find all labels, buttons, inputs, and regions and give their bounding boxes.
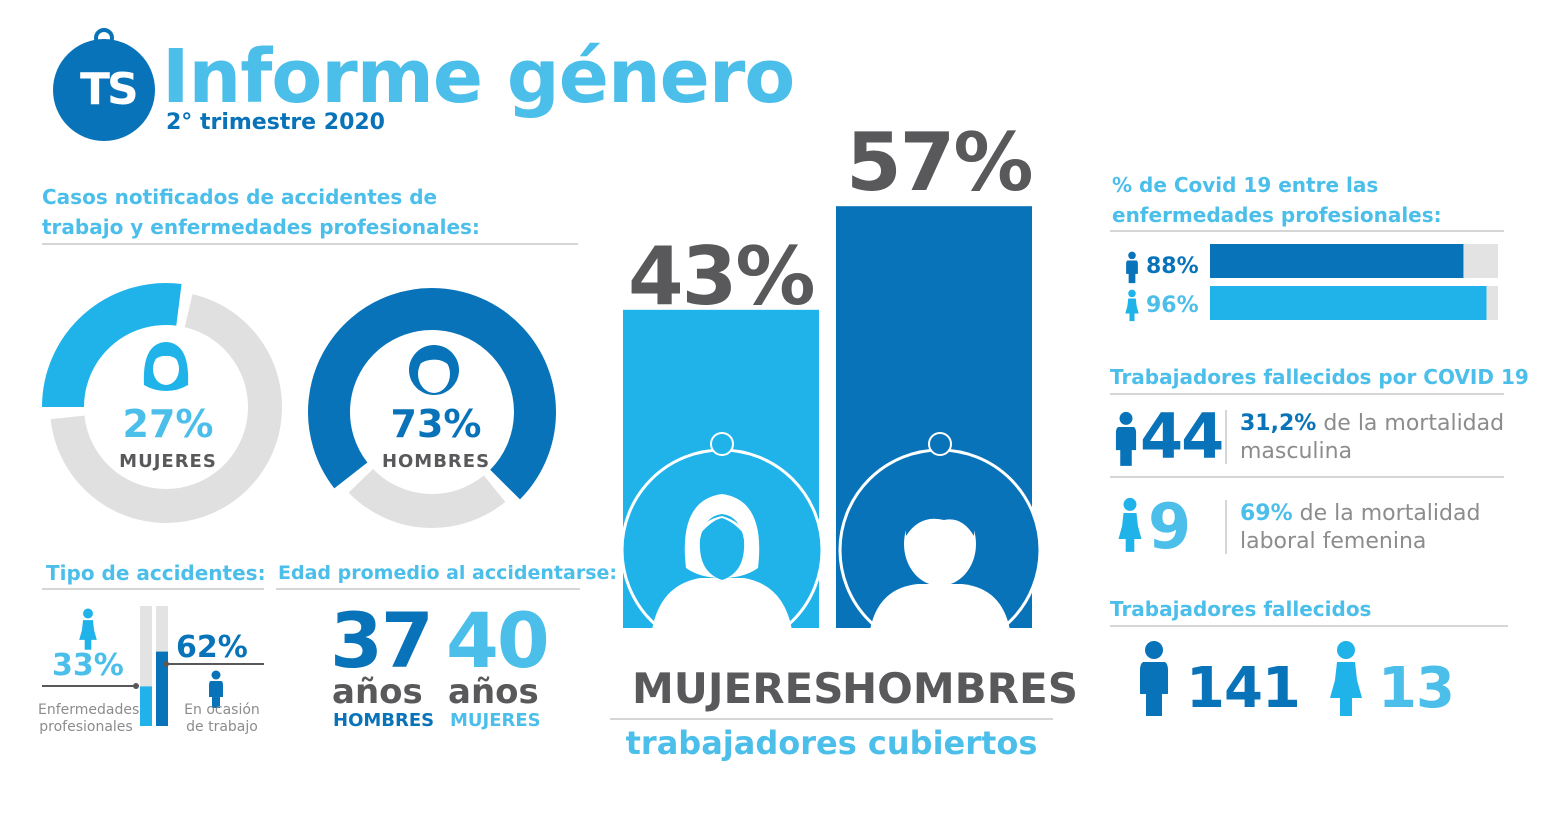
women-age-unit: años bbox=[448, 672, 539, 712]
covid-deaths-women-text: 69% de la mortalidad laboral femenina bbox=[1240, 501, 1481, 554]
logo-text: TS bbox=[80, 64, 139, 115]
woman-avatar-icon bbox=[620, 432, 824, 652]
woman-figure-icon bbox=[79, 608, 97, 650]
covered-men-pct: 57% bbox=[846, 116, 1033, 209]
covid-deaths-heading: Trabajadores fallecidos por COVID 19 bbox=[1110, 365, 1529, 389]
page-subtitle: 2° trimestre 2020 bbox=[166, 110, 385, 135]
avg-age-heading: Edad promedio al accidentarse: bbox=[278, 562, 617, 584]
covid-deaths-men-text: 31,2% de la mortalidad masculina bbox=[1240, 411, 1505, 464]
covid-share-women-pct: 96% bbox=[1146, 293, 1199, 318]
covid-share-men-bar bbox=[1210, 244, 1464, 278]
accident-type-bars bbox=[140, 606, 168, 726]
men-cases-label: HOMBRES bbox=[381, 451, 491, 472]
women-cases-remainder bbox=[50, 294, 282, 523]
covered-caption: trabajadores cubiertos bbox=[625, 724, 1038, 762]
men-cases-remainder bbox=[348, 468, 506, 528]
man-figure-icon bbox=[1115, 411, 1137, 466]
cases-heading: Casos notificados de accidentes de traba… bbox=[42, 185, 480, 239]
deaths-heading: Trabajadores fallecidos bbox=[1110, 597, 1372, 621]
divider bbox=[1110, 476, 1504, 478]
covid-share-men-pct: 88% bbox=[1146, 254, 1199, 279]
occupational-disease-bar bbox=[140, 686, 152, 726]
at-work-pct: 62% bbox=[176, 630, 248, 665]
divider bbox=[1110, 230, 1504, 232]
women-age-value: 40 bbox=[446, 596, 550, 685]
man-face-icon bbox=[409, 345, 459, 395]
covid-share-women-bar bbox=[1210, 286, 1487, 320]
man-avatar-icon bbox=[838, 432, 1042, 652]
logo-icon bbox=[53, 28, 155, 141]
deaths-men-count: 141 bbox=[1186, 656, 1301, 721]
covered-women-pct: 43% bbox=[628, 230, 815, 323]
woman-figure-icon bbox=[1330, 641, 1362, 716]
women-cases-label: MUJERES bbox=[119, 451, 217, 472]
divider bbox=[42, 243, 578, 245]
covered-men-label: HOMBRES bbox=[842, 664, 1078, 713]
woman-figure-icon bbox=[1125, 289, 1139, 322]
women-cases-pct: 27% bbox=[122, 402, 214, 446]
covid-share-heading: % de Covid 19 entre las enfermedades pro… bbox=[1112, 173, 1442, 227]
accident-type-heading: Tipo de accidentes: bbox=[46, 561, 266, 585]
men-age-label: HOMBRES bbox=[333, 710, 435, 731]
donut-charts bbox=[42, 283, 556, 528]
covid-deaths-men-count: 44 bbox=[1140, 400, 1224, 473]
divider bbox=[276, 588, 580, 590]
occupational-disease-label: Enfermedades profesionales bbox=[38, 702, 140, 735]
men-cases-pct: 73% bbox=[390, 402, 482, 446]
men-age-value: 37 bbox=[330, 596, 434, 685]
page-title: Informe género bbox=[162, 34, 795, 120]
at-work-bar bbox=[156, 651, 168, 726]
occupational-disease-pct: 33% bbox=[52, 648, 124, 683]
women-cases-slice bbox=[42, 283, 182, 408]
men-age-unit: años bbox=[332, 672, 423, 712]
divider bbox=[610, 718, 1053, 720]
man-figure-icon bbox=[1140, 641, 1168, 716]
covered-women-label: MUJERES bbox=[632, 664, 844, 713]
divider bbox=[42, 588, 264, 590]
woman-face-icon bbox=[143, 342, 189, 391]
divider bbox=[1110, 625, 1508, 627]
covid-share-bars bbox=[1210, 244, 1498, 320]
man-figure-icon bbox=[1126, 251, 1138, 284]
women-age-label: MUJERES bbox=[450, 710, 541, 731]
at-work-label: En ocasión de trabajo bbox=[184, 702, 260, 735]
covid-deaths-women-count: 9 bbox=[1148, 490, 1192, 563]
deaths-women-count: 13 bbox=[1378, 656, 1455, 721]
woman-figure-icon bbox=[1118, 497, 1142, 552]
divider bbox=[1110, 393, 1504, 395]
men-cases-slice bbox=[308, 288, 556, 500]
